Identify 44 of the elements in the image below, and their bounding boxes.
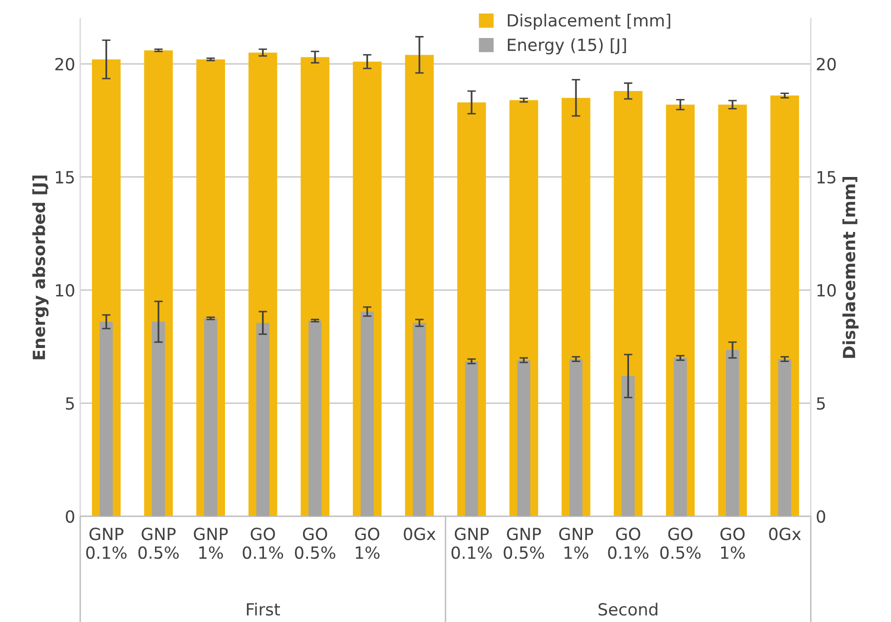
bar [465, 361, 478, 516]
y2-axis-title: Displacement [mm] [842, 176, 859, 358]
y-axis-title: Energy absorbed [J] [32, 176, 49, 360]
x-tick-label: GO 0.1% [608, 528, 648, 559]
y2-tick-label: 0 [816, 510, 826, 523]
bar [726, 350, 740, 516]
x-tick-label: GNP 0.5% [504, 528, 544, 559]
y-tick-label: 15 [56, 171, 74, 184]
bar [778, 359, 792, 516]
x-tick-label: 0Gx [404, 528, 436, 540]
text: Second [598, 602, 658, 616]
bar [308, 320, 322, 516]
x-tick-label: GNP 1% [194, 528, 228, 559]
x-tick-label: GO 1% [720, 528, 745, 559]
y-tick-label: 10 [56, 284, 74, 297]
y2-tick-label: 20 [816, 58, 836, 70]
x-tick-label: GO 0.5% [660, 528, 701, 559]
bar [517, 360, 530, 516]
x-tick-label: GNP 0.1% [452, 528, 492, 559]
bar [360, 312, 374, 516]
y-tick-label: 20 [55, 58, 74, 70]
bar [204, 318, 218, 516]
bar [412, 322, 426, 516]
y2-tick-label: 15 [818, 171, 836, 184]
bar [152, 322, 165, 516]
y2-tick-label: 5 [816, 397, 825, 410]
bar [674, 358, 687, 516]
bar [256, 322, 270, 516]
legend-label: Displacement [mm] [508, 14, 670, 30]
x-tick-label: GO 0.5% [294, 528, 336, 559]
x-tick-label: GO 1% [355, 528, 380, 559]
bar [100, 322, 113, 516]
y2-tick-label: 10 [818, 284, 836, 297]
x-tick-label: GNP 1% [559, 528, 594, 559]
x-tick-label: 0Gx [769, 528, 801, 540]
y-tick-label: 5 [66, 397, 74, 410]
bar [569, 359, 582, 516]
bar [622, 376, 635, 516]
y-tick-label: 0 [66, 510, 74, 523]
legend-label: Energy (15) [J] [508, 38, 626, 54]
x-tick-label: GNP 0.1% [86, 528, 127, 559]
x-tick-label: GO 0.1% [242, 528, 284, 559]
text: First [246, 602, 280, 616]
x-tick-label: GNP 0.5% [138, 528, 179, 559]
